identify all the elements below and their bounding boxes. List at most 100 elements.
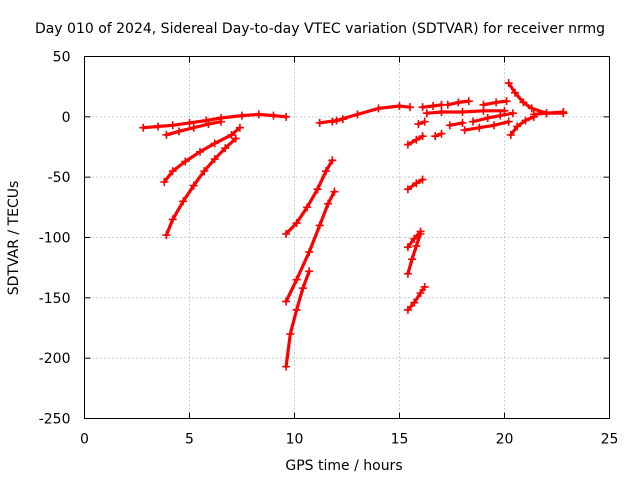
data-point (418, 175, 427, 184)
y-tick-label: -150 (39, 291, 71, 307)
data-point (139, 123, 148, 132)
series-arc-1 (139, 110, 291, 132)
data-point (286, 330, 295, 339)
data-point (420, 282, 429, 291)
data-point (542, 109, 551, 118)
series-line (406, 232, 423, 276)
data-point (282, 112, 291, 121)
data-point (420, 117, 429, 126)
data-point (519, 98, 528, 107)
series-line (406, 178, 425, 191)
data-point (162, 231, 171, 240)
series-arc-18 (431, 129, 446, 141)
data-series (139, 79, 568, 371)
x-tick-label: 0 (80, 432, 89, 448)
axis-ticks (84, 56, 610, 419)
data-point (492, 98, 501, 107)
data-point (458, 108, 467, 117)
data-point (403, 140, 412, 149)
data-point (189, 123, 198, 132)
data-point (406, 103, 414, 112)
data-point (504, 79, 513, 88)
data-point (315, 118, 324, 127)
data-point (418, 103, 427, 112)
data-point (513, 122, 522, 131)
data-point (458, 118, 467, 127)
data-point (210, 139, 219, 148)
data-point (160, 177, 169, 186)
x-tick-label: 15 (391, 432, 409, 448)
data-point (221, 144, 230, 153)
data-point (422, 109, 431, 118)
data-point (374, 104, 383, 113)
data-point (305, 247, 314, 256)
data-point (328, 117, 337, 126)
data-point (414, 120, 423, 129)
data-point (303, 203, 312, 212)
data-point (410, 234, 419, 243)
series-arc-14 (403, 132, 427, 149)
data-point (175, 127, 183, 136)
data-point (479, 100, 488, 109)
data-point (305, 267, 314, 276)
series-arc-16 (418, 100, 446, 112)
data-point (298, 284, 307, 293)
series-arc-20 (445, 118, 467, 130)
data-point (469, 117, 477, 126)
series-arc-21 (460, 117, 513, 135)
data-point (282, 229, 291, 238)
data-point (460, 126, 469, 135)
plot-frame (84, 56, 610, 419)
data-point (521, 116, 530, 125)
data-point (330, 187, 339, 196)
series-arc-23 (479, 97, 511, 109)
data-point (410, 298, 419, 307)
data-point (502, 97, 511, 106)
data-point (231, 134, 240, 143)
chart-title: Day 010 of 2024, Sidereal Day-to-day VTE… (35, 21, 605, 37)
series-line (284, 269, 311, 369)
data-point (338, 115, 347, 124)
data-point (431, 132, 440, 141)
data-point (403, 269, 412, 278)
series-line (463, 120, 511, 132)
y-tick-label: 0 (62, 110, 71, 126)
data-point (227, 130, 236, 139)
data-point (529, 110, 538, 119)
series-arc-26 (529, 108, 568, 119)
data-point (181, 157, 190, 166)
data-point (527, 104, 536, 113)
series-arc-8 (315, 101, 414, 127)
series-arc-3 (160, 123, 244, 186)
data-point (168, 121, 177, 130)
data-point (403, 243, 412, 252)
data-point (200, 167, 209, 176)
data-point (217, 117, 225, 126)
x-tick-label: 10 (286, 432, 304, 448)
data-point (395, 101, 404, 110)
data-point (559, 108, 568, 117)
series-arc-9 (328, 115, 347, 126)
y-axis-label: SDTVAR / TECUs (6, 181, 22, 296)
series-line (284, 190, 336, 304)
data-point (254, 110, 263, 119)
series-line (471, 111, 515, 124)
data-point (292, 275, 301, 284)
y-tick-label: 50 (53, 50, 71, 66)
data-point (324, 199, 333, 208)
data-point (238, 111, 246, 120)
data-point (437, 129, 446, 138)
series-arc-5 (282, 156, 337, 238)
data-point (162, 130, 171, 139)
data-point (403, 185, 412, 194)
series-arc-15 (414, 117, 429, 129)
y-tick-label: -250 (39, 412, 71, 428)
series-line (141, 112, 288, 130)
series-line (164, 137, 238, 237)
series-line (509, 115, 536, 137)
data-point (408, 255, 417, 264)
data-point (412, 135, 421, 144)
data-point (168, 215, 177, 224)
series-arc-10 (403, 175, 427, 194)
